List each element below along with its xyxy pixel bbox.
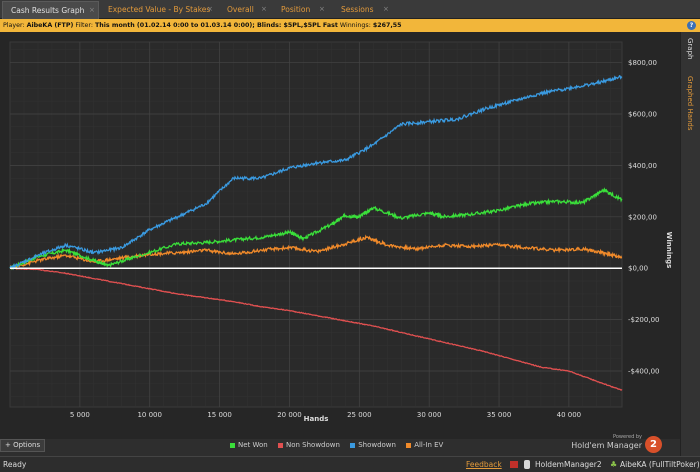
options-label: Options — [13, 441, 41, 449]
y-tick-label: $800,00 — [628, 59, 657, 67]
filter-label: Filter: — [75, 22, 93, 29]
legend-label: Showdown — [358, 441, 396, 449]
plot-background — [9, 41, 623, 408]
winnings-value: $267,55 — [372, 22, 402, 29]
tab-position[interactable]: Position × — [273, 1, 331, 19]
legend-item-showdown[interactable]: Showdown — [350, 441, 396, 449]
series-line-showdown — [9, 74, 623, 271]
chart-legend: Net Won Non Showdown Showdown All-In EV — [230, 441, 451, 449]
side-tab-graph[interactable]: Graph — [686, 38, 694, 60]
chart-area: 5 000 10 000 15 000 20 000 25 000 30 000 35 00… — [0, 32, 680, 439]
legend-item-non-showdown[interactable]: Non Showdown — [277, 441, 340, 449]
y-axis-label: Winnings — [665, 232, 673, 269]
help-icon[interactable]: ? — [687, 21, 696, 30]
y-tick-label: -$200,00 — [628, 316, 659, 324]
player-icon: ♣ — [610, 460, 618, 469]
tab-label: Overall — [227, 5, 254, 14]
options-button[interactable]: + Options — [0, 439, 45, 452]
y-axis-ticks: $800,00 $600,00 $400,00 $200,00 $0,00 -$200,0… — [628, 59, 659, 375]
x-axis-label: Hands — [304, 415, 329, 423]
x-tick-label: 40 000 — [557, 411, 582, 419]
legend-item-net-won[interactable]: Net Won — [230, 441, 268, 449]
database-icon — [524, 460, 530, 469]
status-bar: Ready Feedback HoldemManager2 ♣ AibeKA (… — [0, 456, 700, 472]
tab-overall[interactable]: Overall × — [219, 1, 271, 19]
series-lines — [9, 74, 623, 391]
options-bar: + Options Net Won Non Showdown Showdown … — [0, 434, 680, 456]
series-line-non-showdown — [9, 267, 623, 391]
close-icon[interactable]: × — [319, 5, 325, 13]
close-icon[interactable]: × — [207, 5, 213, 13]
series-line-net-won — [9, 187, 623, 271]
tab-cash-results-graph[interactable]: Cash Results Graph × — [2, 1, 99, 19]
legend-swatch — [350, 442, 356, 448]
tab-label: Position — [281, 5, 311, 14]
legend-label: All-In EV — [414, 441, 444, 449]
holdem-manager-logo-icon: 2 — [645, 436, 662, 453]
legend-swatch — [230, 442, 235, 448]
tab-sessions[interactable]: Sessions × — [333, 1, 393, 19]
filter-bar: Player: AibeKA (FTP) Filter: This month … — [0, 19, 700, 32]
x-tick-label: 30 000 — [417, 411, 442, 419]
y-tick-label: $400,00 — [628, 162, 657, 170]
close-icon[interactable]: × — [261, 5, 267, 13]
tab-bar: Cash Results Graph × Expected Value - By… — [0, 0, 700, 19]
feedback-link[interactable]: Feedback — [466, 460, 502, 469]
x-tick-label: 35 000 — [487, 411, 512, 419]
x-tick-label: 20 000 — [277, 411, 302, 419]
close-icon[interactable]: × — [383, 5, 389, 13]
expand-icon: + — [5, 441, 14, 449]
y-tick-label: $0,00 — [628, 265, 648, 273]
legend-label: Non Showdown — [285, 441, 340, 449]
tab-label: Cash Results Graph — [11, 6, 85, 15]
side-tab-graphed-hands[interactable]: Graphed Hands — [686, 76, 694, 131]
winnings-label: Winnings: — [339, 22, 371, 29]
x-tick-label: 10 000 — [137, 411, 162, 419]
flag-icon[interactable] — [510, 461, 518, 468]
legend-swatch — [406, 442, 412, 448]
results-chart: 5 000 10 000 15 000 20 000 25 000 30 000 35 00… — [9, 41, 673, 423]
player-label: Player: — [3, 22, 25, 29]
tab-expected-value-by-stakes[interactable]: Expected Value - By Stakes × — [100, 1, 220, 19]
legend-item-all-in-ev[interactable]: All-In EV — [406, 441, 443, 449]
y-tick-label: $600,00 — [628, 110, 657, 118]
database-name[interactable]: HoldemManager2 — [535, 460, 602, 469]
tab-label: Sessions — [341, 5, 374, 14]
y-tick-label: $200,00 — [628, 213, 657, 221]
right-sidebar: Graph Graphed Hands — [680, 32, 700, 456]
tab-label: Expected Value - By Stakes — [108, 5, 211, 14]
x-tick-label: 5 000 — [70, 411, 90, 419]
x-axis-ticks: 5 000 10 000 15 000 20 000 25 000 30 000 35 00… — [70, 411, 581, 419]
grid — [9, 41, 623, 408]
close-icon[interactable]: × — [89, 6, 95, 14]
player-value: AibeKA (FTP) — [26, 22, 74, 29]
x-tick-label: 15 000 — [207, 411, 232, 419]
y-tick-label: -$400,00 — [628, 368, 659, 376]
series-line-all-in-ev — [9, 234, 623, 271]
legend-swatch — [277, 442, 283, 448]
powered-by-text: Powered by — [613, 434, 642, 440]
status-ready: Ready — [3, 460, 27, 469]
legend-label: Net Won — [238, 441, 268, 449]
filter-value: This month (01.02.14 0:00 to 01.03.14 0:… — [95, 22, 338, 29]
x-tick-label: 25 000 — [347, 411, 372, 419]
brand-name: Hold'em Manager — [571, 441, 642, 450]
active-player[interactable]: AibeKA (FullTiltPoker) — [620, 460, 700, 469]
